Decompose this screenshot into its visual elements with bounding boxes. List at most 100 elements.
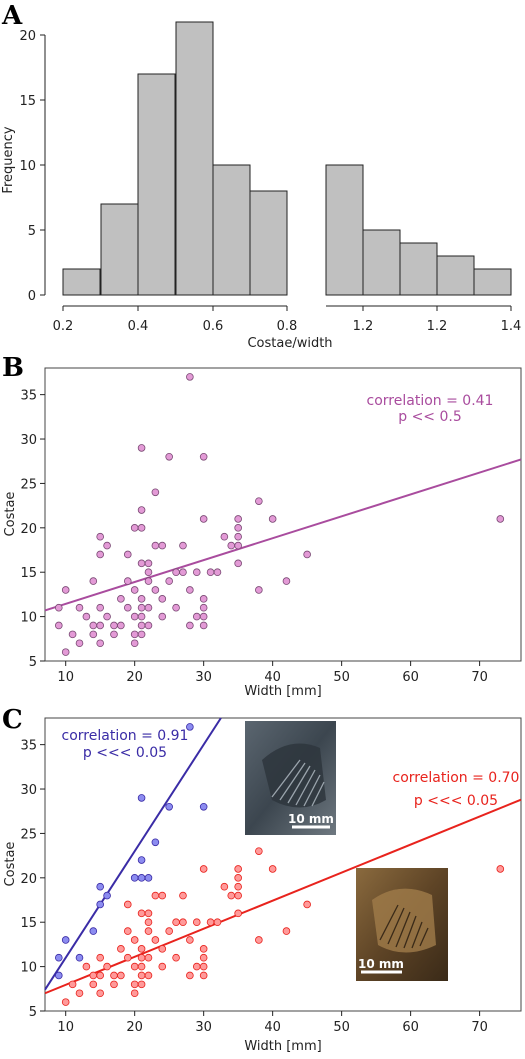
x-tick-label: 1.2 — [427, 319, 448, 334]
scatter-point-red — [220, 882, 229, 891]
scatter-point-red — [172, 918, 180, 927]
scatter-point — [137, 621, 146, 630]
scatter-point-red — [96, 989, 104, 998]
scatter-point-red — [103, 962, 111, 971]
histogram-bar — [325, 164, 364, 296]
x-axis-label: Width [mm] — [244, 1039, 321, 1054]
scatter-point — [496, 515, 505, 523]
histogram-panel: 0 5 10 15 20 0.2 0.4 0.6 0.8 1.2 1.2 1.4 Costae/wi… — [1, 21, 521, 351]
scatter-point-red — [130, 989, 139, 998]
y-tick-label: 25 — [20, 827, 37, 842]
histogram-bar — [249, 190, 288, 296]
scatter-point — [165, 577, 173, 585]
scatter-point-red — [192, 918, 201, 927]
scatter-point — [220, 532, 229, 541]
y-tick-label: 35 — [20, 389, 37, 404]
x-tick-label: 20 — [126, 670, 143, 685]
scatter-point-red — [123, 900, 132, 909]
scatter-point-red — [117, 971, 125, 980]
scatter-point — [110, 621, 118, 630]
y-tick-label: 10 — [20, 611, 37, 626]
scatter-point — [179, 568, 187, 577]
scatter-point — [144, 559, 153, 568]
x-tick-label: 10 — [57, 670, 74, 685]
scatter-point — [144, 603, 153, 612]
scatter-point-red — [75, 989, 84, 998]
histogram-bar — [100, 203, 139, 296]
scatter-point — [54, 603, 63, 612]
scatter-point — [199, 603, 208, 612]
scatter-point-red — [303, 900, 311, 909]
scatter-point-red — [172, 953, 180, 962]
scatter-point — [144, 577, 153, 585]
y-axis: 0 5 10 15 20 — [19, 29, 46, 304]
scatter-point-red — [137, 971, 146, 980]
correlation-text: correlation = 0.41 — [367, 393, 494, 409]
scatter-point-red — [137, 945, 146, 953]
scatter-point — [89, 630, 98, 639]
scatter-point-red — [192, 962, 201, 971]
scatter-point-red — [144, 971, 153, 980]
scatter-point-red — [199, 945, 208, 953]
scatter-point — [172, 568, 180, 577]
scatter-point — [96, 603, 104, 612]
x-axis: 0.2 0.4 0.6 0.8 1.2 1.2 1.4 — [53, 305, 521, 334]
x-tick-label: 1.2 — [353, 319, 374, 334]
scatter-point-blue — [186, 723, 194, 731]
scatter-point-red — [137, 953, 146, 962]
scatter-point-red — [158, 891, 167, 900]
scatter-point — [110, 630, 118, 639]
scatter-point — [199, 612, 208, 621]
scatter-point-red — [282, 927, 291, 935]
plot-frame — [44, 717, 522, 1012]
scatter-point — [199, 452, 208, 461]
scatter-point — [186, 621, 194, 630]
plot-frame — [44, 367, 522, 662]
scatter-point-red — [213, 918, 222, 927]
scatter-point — [206, 568, 215, 577]
scatter-point-blue — [103, 891, 111, 900]
regression-lines — [44, 717, 522, 995]
scatter-panel-b: 10 20 30 40 50 60 70 5 10 15 20 25 30 35 correlation … — [3, 367, 522, 699]
x-tick-label: 70 — [471, 1020, 488, 1035]
y-tick-label: 0 — [28, 289, 36, 304]
fossil-photo-1: 10 mm — [245, 721, 336, 835]
scatter-point-blue — [144, 874, 153, 882]
scatter-point-red — [179, 891, 187, 900]
scatter-point — [61, 586, 70, 594]
regression-line — [44, 458, 522, 612]
scatter-point — [130, 630, 139, 639]
x-axis-label: Width [mm] — [244, 684, 321, 699]
scatter-point — [158, 595, 167, 603]
scatter-point-red — [165, 927, 173, 935]
histogram-bar — [62, 268, 101, 296]
scatter-point — [234, 515, 242, 523]
scatter-point-blue — [165, 802, 173, 811]
scatter-point — [234, 524, 242, 532]
scatter-point-blue — [130, 874, 139, 882]
histogram-bar — [137, 73, 176, 296]
scatter-point-blue — [151, 838, 160, 847]
x-tick-label: 0.8 — [277, 319, 298, 334]
scatter-point — [61, 648, 70, 656]
scatter-point-red — [123, 927, 132, 935]
scatter-point-red — [186, 936, 194, 944]
x-tick-label: 60 — [402, 1020, 419, 1035]
scatter-point — [172, 603, 180, 612]
regression-line — [44, 458, 522, 612]
scatter-point-red — [89, 971, 98, 980]
scatter-point-blue — [137, 856, 146, 864]
scatter-point-red — [199, 971, 208, 980]
scatter-point-red — [130, 962, 139, 971]
scatter-point-red — [130, 936, 139, 944]
x-tick-label: 0.6 — [203, 319, 224, 334]
axes: 10 20 30 40 50 60 70 5 10 15 20 25 30 35 — [20, 389, 487, 685]
correlation-text-red: correlation = 0.70 — [393, 770, 520, 786]
scatter-point-red — [68, 980, 77, 989]
scatter-point — [117, 595, 125, 603]
scatter-point-red — [144, 918, 153, 927]
x-tick-label: 50 — [333, 1020, 350, 1035]
scatter-point — [151, 541, 160, 550]
y-axis-label: Frequency — [1, 126, 16, 193]
